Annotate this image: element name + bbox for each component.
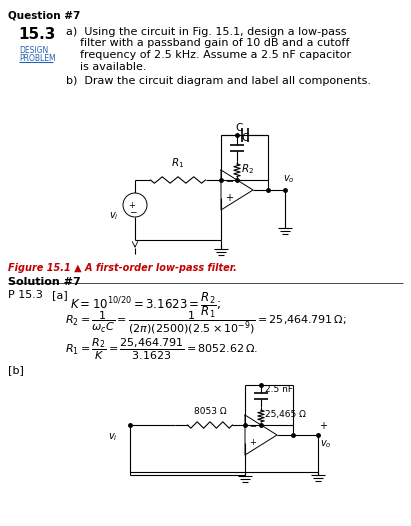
Text: $-$: $-$ [225, 175, 234, 185]
Text: C: C [241, 133, 248, 143]
Text: Solution #7: Solution #7 [8, 277, 81, 287]
Text: $v_i$: $v_i$ [109, 431, 118, 443]
Text: filter with a passband gain of 10 dB and a cutoff: filter with a passband gain of 10 dB and… [66, 38, 349, 48]
Text: $R_2$: $R_2$ [241, 163, 254, 176]
Text: $+$: $+$ [319, 420, 328, 431]
Text: [a]: [a] [52, 290, 68, 300]
Text: 2.5 nF: 2.5 nF [265, 385, 293, 394]
Text: $v_o$: $v_o$ [320, 438, 332, 450]
Text: b)  Draw the circuit diagram and label all components.: b) Draw the circuit diagram and label al… [66, 76, 371, 86]
Text: P 15.3: P 15.3 [8, 290, 43, 300]
Text: a)  Using the circuit in Fig. 15.1, design a low-pass: a) Using the circuit in Fig. 15.1, desig… [66, 27, 346, 37]
Text: $K=10^{10/20}=3.1623=\dfrac{R_{2}}{R_{1}}$;: $K=10^{10/20}=3.1623=\dfrac{R_{2}}{R_{1}… [70, 290, 221, 320]
Polygon shape [245, 415, 277, 455]
Text: DESIGN: DESIGN [19, 46, 48, 55]
Text: $+$: $+$ [249, 437, 257, 447]
Text: $v_i$: $v_i$ [109, 210, 119, 222]
Text: $-$: $-$ [129, 206, 137, 215]
Text: 25,465 Ω: 25,465 Ω [265, 410, 306, 419]
Text: $v_o$: $v_o$ [283, 173, 295, 185]
Text: is available.: is available. [66, 62, 146, 72]
Text: frequency of 2.5 kHz. Assume a 2.5 nF capacitor: frequency of 2.5 kHz. Assume a 2.5 nF ca… [66, 50, 351, 60]
Text: $-$: $-$ [249, 420, 257, 429]
Circle shape [123, 193, 147, 217]
Text: 15.3: 15.3 [18, 27, 55, 42]
Text: Question #7: Question #7 [8, 11, 81, 21]
Text: [b]: [b] [8, 365, 24, 375]
Polygon shape [221, 170, 253, 210]
Text: C: C [236, 123, 242, 133]
Text: $R_{1}=\dfrac{R_{2}}{K}=\dfrac{25{,}464.791}{3.1623}=8052.62\,\Omega.$: $R_{1}=\dfrac{R_{2}}{K}=\dfrac{25{,}464.… [65, 337, 258, 362]
Text: $+$: $+$ [225, 192, 234, 203]
Text: $R_1$: $R_1$ [171, 156, 185, 170]
Text: PROBLEM: PROBLEM [19, 54, 55, 63]
Text: $R_{2}=\dfrac{1}{\omega_{c}C}=\dfrac{1}{(2\pi)(2500)(2.5\times10^{-9})}=25{,}464: $R_{2}=\dfrac{1}{\omega_{c}C}=\dfrac{1}{… [65, 310, 346, 336]
Text: Figure 15.1 ▲ A first-order low-pass filter.: Figure 15.1 ▲ A first-order low-pass fil… [8, 263, 237, 273]
Text: 8053 Ω: 8053 Ω [194, 407, 226, 416]
Text: $+$: $+$ [128, 200, 136, 210]
